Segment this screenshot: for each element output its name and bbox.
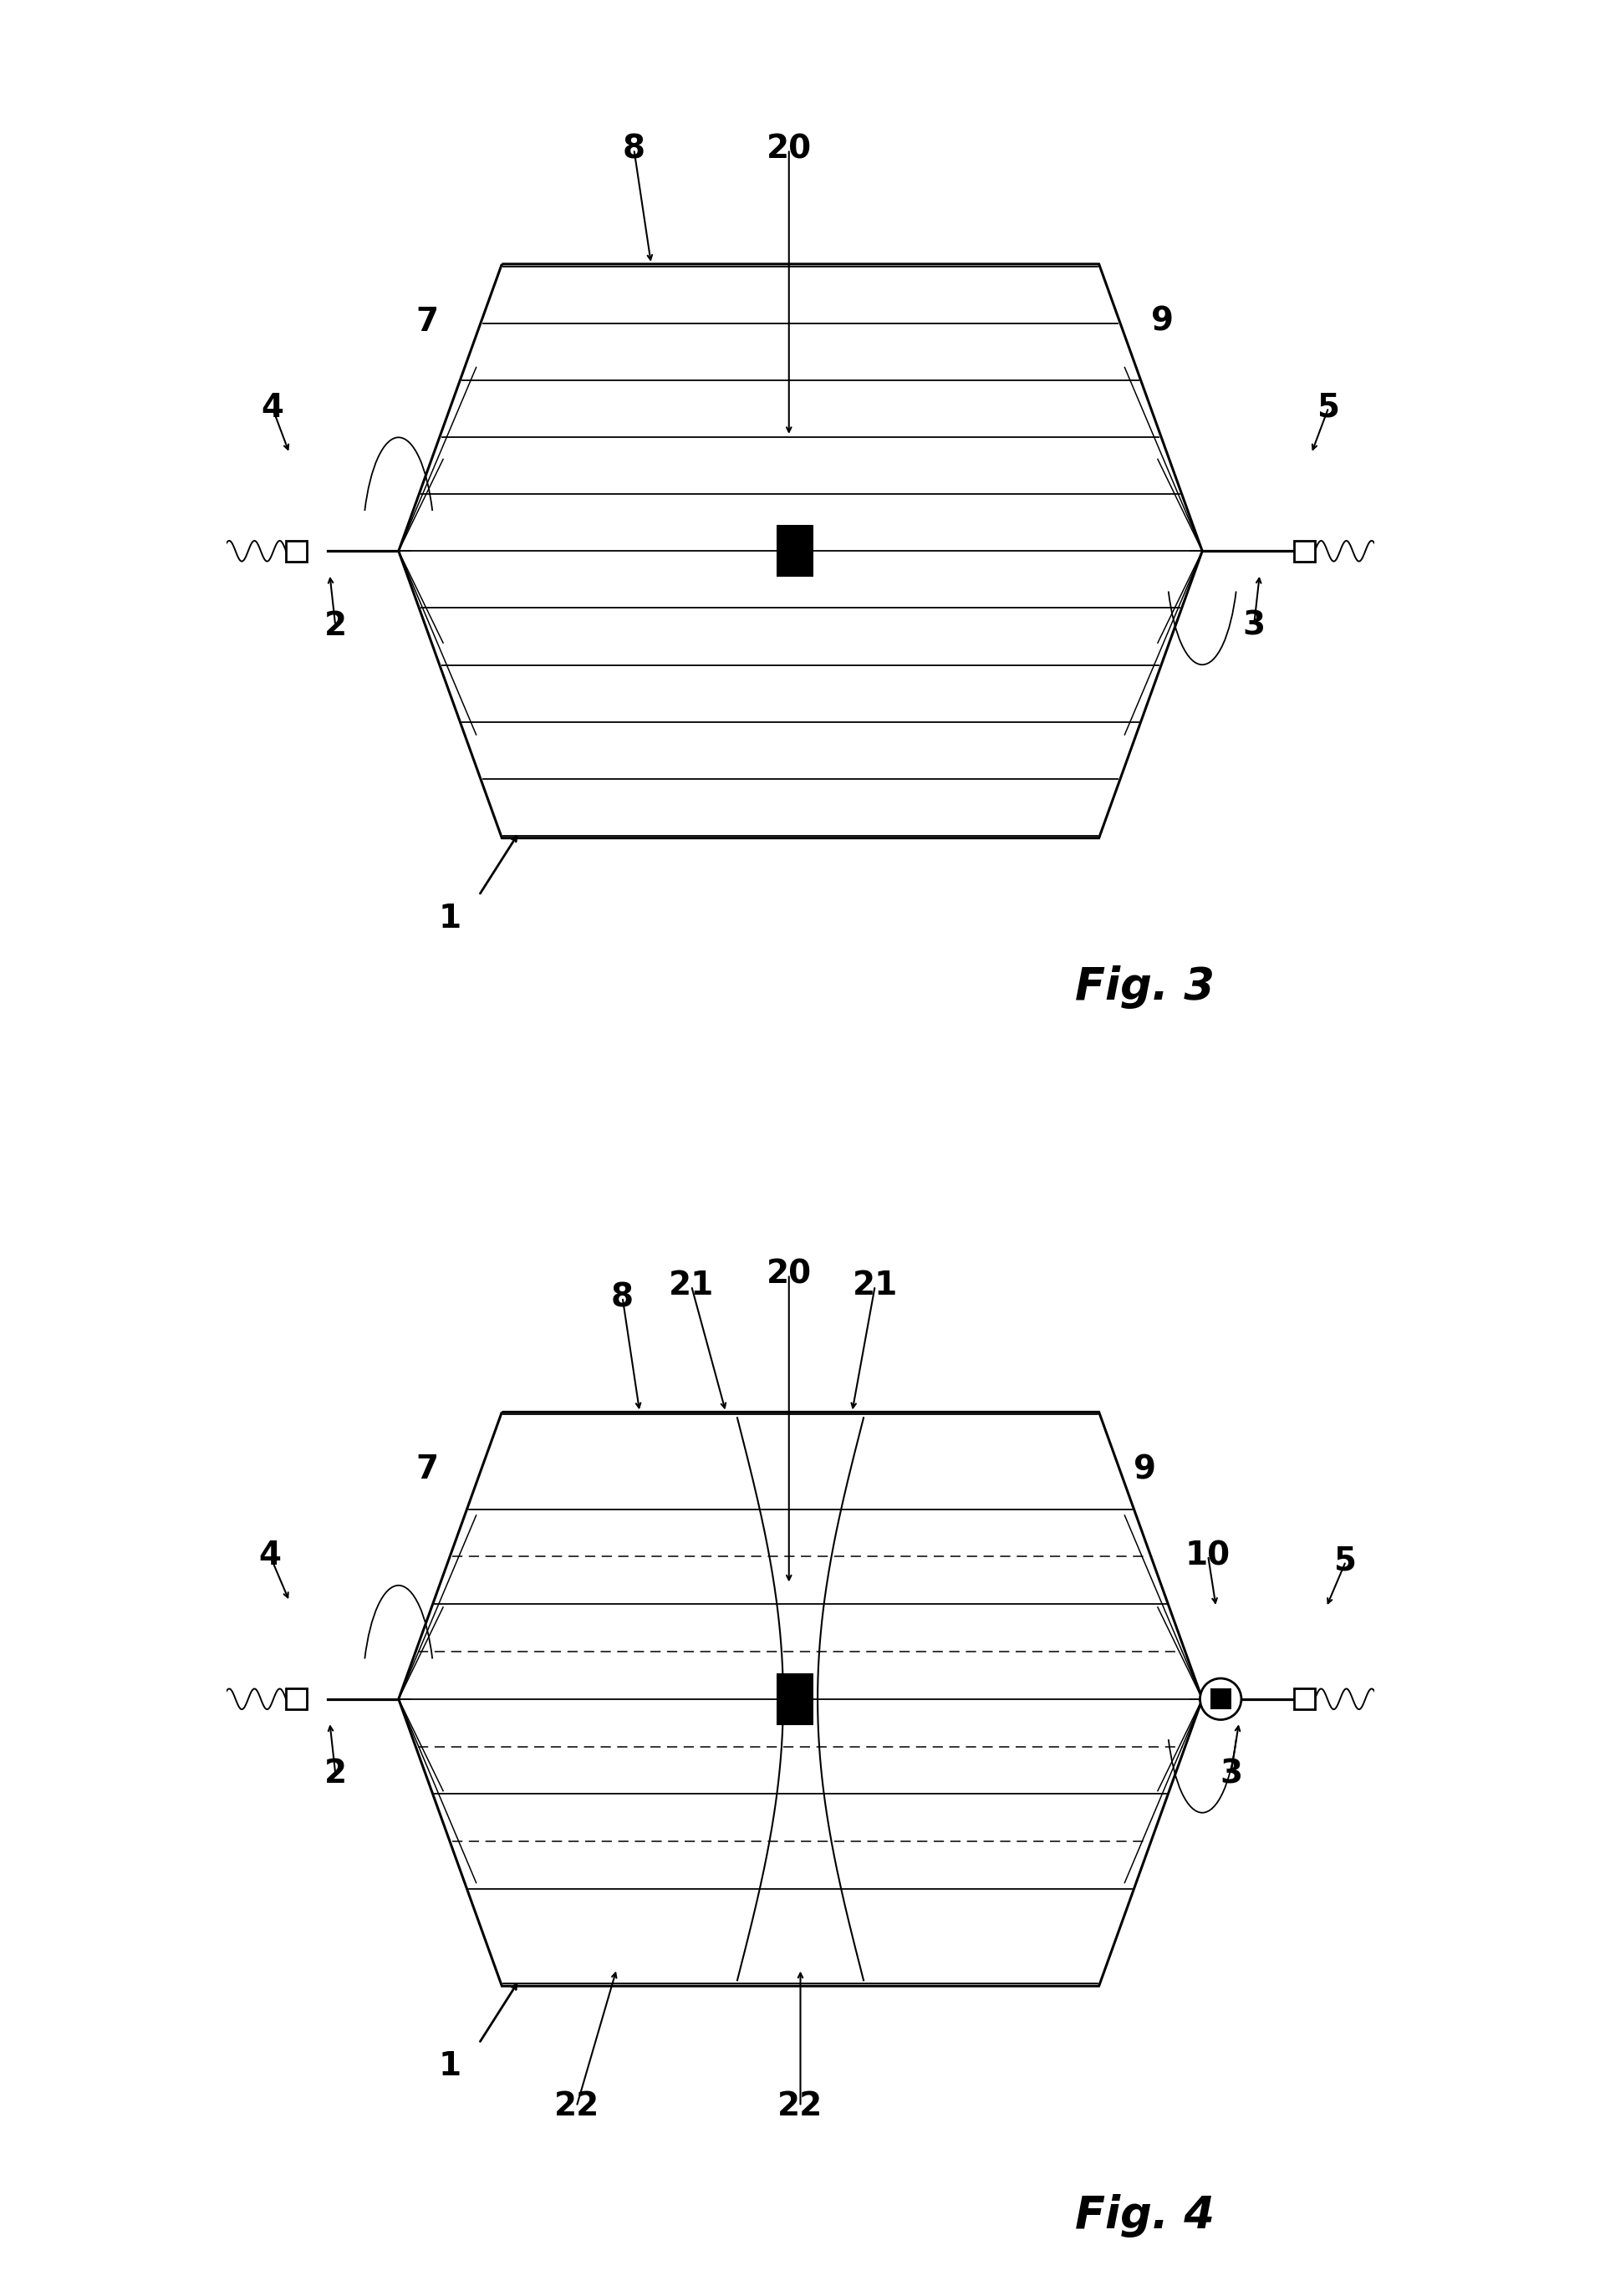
Bar (286, 540, 307, 560)
Text: 2: 2 (323, 1759, 347, 1789)
Text: 7: 7 (416, 305, 438, 338)
Text: 8: 8 (622, 133, 645, 165)
Text: 1: 1 (438, 2050, 461, 2082)
Text: 21: 21 (669, 1270, 714, 1302)
Text: 1: 1 (438, 902, 461, 934)
Bar (776, 1674, 813, 1724)
Text: 7: 7 (416, 1453, 438, 1486)
Text: 10: 10 (1184, 1541, 1230, 1570)
Text: 20: 20 (766, 133, 811, 165)
Bar (1293, 540, 1314, 560)
Bar (1293, 1690, 1314, 1708)
Circle shape (1200, 1678, 1240, 1720)
Text: 4: 4 (261, 393, 283, 422)
Text: 5: 5 (1334, 1545, 1357, 1577)
Bar (1210, 1690, 1230, 1708)
Text: 4: 4 (259, 1541, 282, 1570)
Text: 21: 21 (851, 1270, 898, 1302)
Text: 9: 9 (1150, 305, 1173, 338)
Bar (776, 526, 813, 576)
Text: 3: 3 (1219, 1759, 1242, 1789)
Text: 3: 3 (1242, 611, 1264, 641)
Text: 9: 9 (1133, 1453, 1155, 1486)
Text: 22: 22 (778, 2092, 822, 2122)
Text: Fig. 3: Fig. 3 (1075, 967, 1214, 1008)
Text: Fig. 4: Fig. 4 (1075, 2195, 1214, 2236)
Text: 20: 20 (766, 1258, 811, 1290)
Text: 22: 22 (554, 2092, 598, 2122)
Text: 8: 8 (611, 1281, 634, 1313)
Bar (286, 1690, 307, 1708)
Text: 2: 2 (323, 611, 347, 641)
Text: 5: 5 (1317, 393, 1339, 422)
